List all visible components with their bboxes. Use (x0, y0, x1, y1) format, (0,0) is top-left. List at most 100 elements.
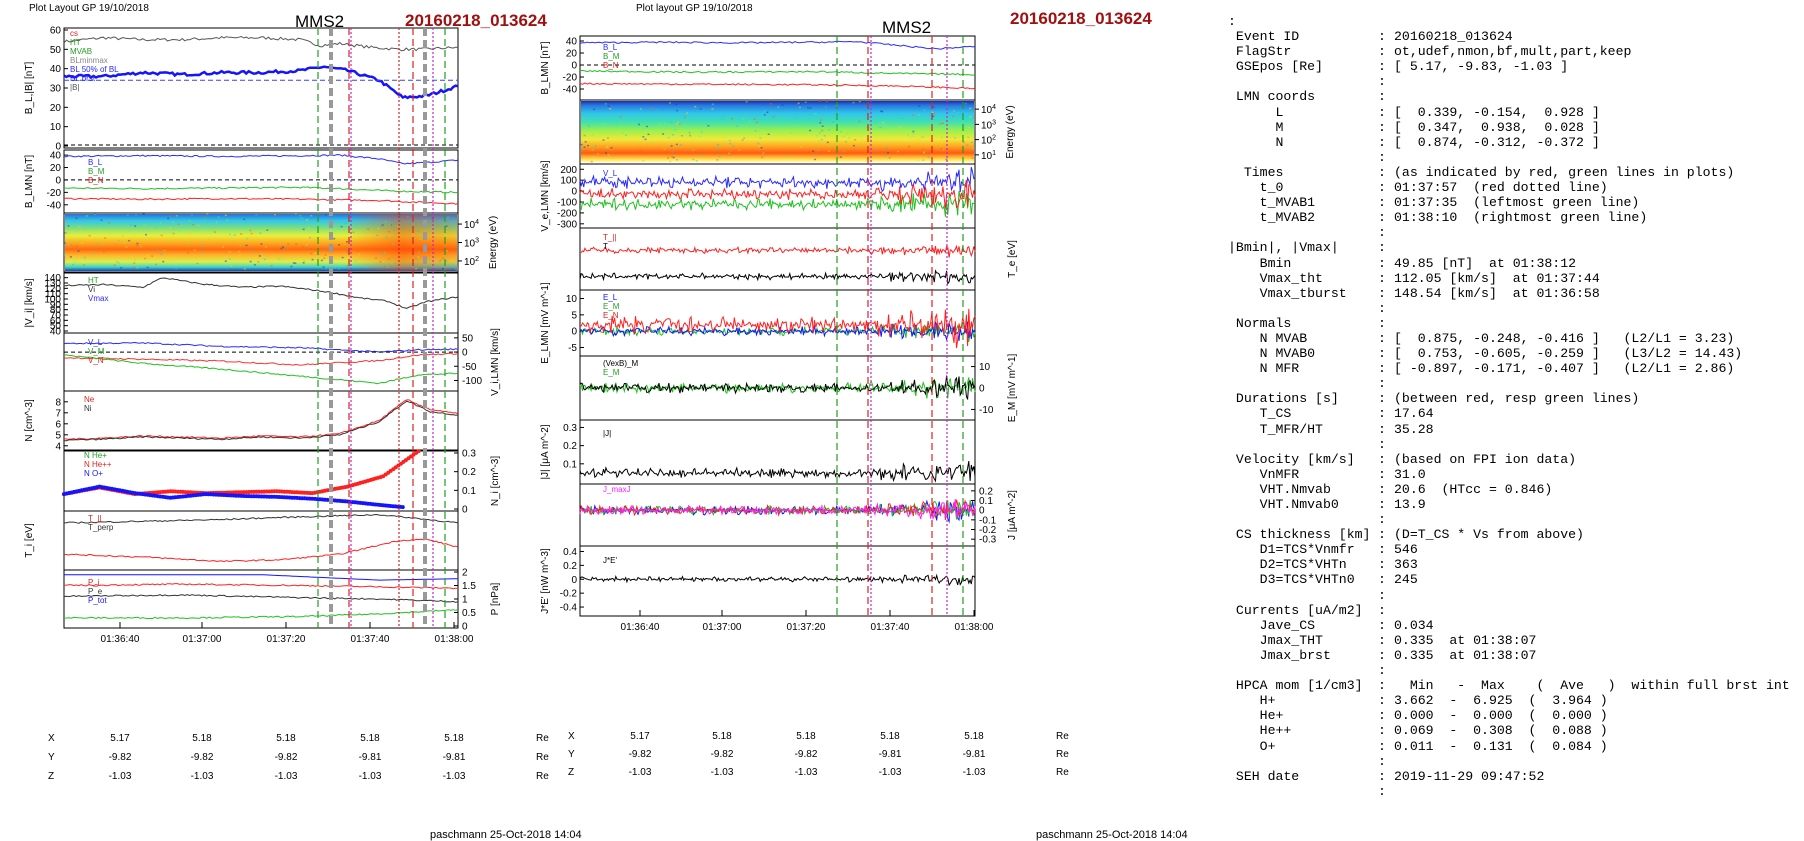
summary-row: Times: (as indicated by red, green lines … (1228, 165, 1790, 180)
left-spectrogram-pixel (352, 231, 355, 233)
left-spectrogram-pixel (148, 227, 151, 230)
right-ytick-label: 10 (979, 362, 991, 373)
right-spectrogram-pixel (669, 102, 671, 104)
summary-colon: : (1378, 346, 1386, 362)
left-spectrogram-pixel (320, 259, 323, 262)
left-spectrogram-pixel (334, 267, 337, 269)
left-spectrogram-pixel (418, 234, 421, 236)
left-spectrogram-pixel (134, 258, 137, 261)
left-spectrogram-pixel (136, 242, 139, 245)
left-spectrogram-pixel (245, 244, 248, 247)
left-legend-entry: P_i (88, 578, 100, 587)
right-time-tick-label: 01:36:40 (621, 622, 660, 633)
right-spectrogram-pixel (918, 114, 921, 116)
left-legend-entry: HT (70, 38, 81, 47)
summary-colon: : (1378, 512, 1386, 528)
right-spectrogram-pixel (932, 106, 935, 108)
summary-key (1228, 437, 1378, 452)
right-spectrogram-pixel (828, 145, 831, 147)
right-ytick-label: 0 (571, 327, 577, 338)
left-spectrogram-pixel (100, 262, 103, 265)
right-time-axis: 01:36:40 01:37:00 01:37:20 01:37:40 01:38:00 (621, 610, 994, 633)
right-panel-8: -0.3-0.2-0.100.10.2 J [μA m^-2] (579, 483, 1018, 547)
summary-key: LMN coords (1228, 89, 1316, 105)
left-spectrogram-pixel (162, 260, 165, 263)
left-spectrogram-pixel (310, 252, 313, 255)
left-spectrogram-pixel (311, 258, 314, 261)
right-spectrogram-pixel (898, 126, 901, 129)
left-energy-tick-label: 104 (464, 219, 479, 231)
right-spectrogram-pixel (923, 109, 926, 112)
summary-key (1228, 663, 1378, 678)
summary-colon: : (1378, 663, 1386, 679)
right-legend-entry: (VexB)_M (603, 359, 638, 368)
left-spectrogram-pixel (377, 227, 380, 230)
left-spectrogram-pixel (325, 267, 328, 270)
left-spectrogram-pixel (390, 261, 393, 264)
summary-row: Jmax_brst:0.335 at 01:38:07 (1228, 648, 1790, 663)
right-ephem-value: 5.18 (796, 731, 816, 742)
right-time-tick-label: 01:38:00 (955, 622, 994, 633)
right-spectrogram-pixel (818, 132, 821, 134)
right-spectrogram-pixel (799, 146, 802, 148)
right-spectrogram-pixel (650, 107, 653, 109)
left-spectrogram-pixel (404, 252, 407, 254)
left-legend-entry: N He++ (84, 460, 112, 469)
summary-row: T_CS:17.64 (1228, 406, 1790, 421)
right-ephem-unit: Re (1056, 731, 1069, 742)
left-spectrogram-pixel (167, 217, 170, 220)
left-ephem-value: -9.82 (109, 752, 132, 763)
summary-row: : (1228, 376, 1790, 391)
right-spectrogram-pixel (745, 101, 748, 103)
left-legend-entry: B_L (88, 158, 103, 167)
summary-key: N MVAB (1228, 330, 1308, 346)
right-spectrogram-pixel (884, 155, 887, 157)
left-ytick-label: 10 (50, 122, 62, 133)
left-series-v-n (63, 354, 459, 385)
right-ytick-label: 0.1 (563, 459, 577, 470)
right-spectrogram-pixel (670, 121, 673, 124)
right-spectrogram-pixel (699, 108, 702, 110)
summary-value: 35.28 (1394, 421, 1434, 437)
right-spectrogram-pixel (967, 136, 970, 138)
right-ylabel: V_e,LMN [km/s] (540, 160, 551, 231)
left-spectrogram-pixel (135, 214, 138, 216)
right-spectrogram-pixel (817, 149, 820, 151)
summary-colon: : (1378, 421, 1386, 437)
right-spectrogram-pixel (828, 128, 831, 130)
summary-key: VnMFR (1228, 466, 1300, 482)
left-spectrogram-pixel (175, 268, 178, 270)
left-spectrogram-pixel (306, 219, 309, 221)
summary-row: Bmin:49.85 [nT] at 01:38:12 (1228, 256, 1790, 271)
right-spectrogram-pixel (692, 149, 695, 151)
left-ylabel: N_i [cm^-3] (490, 456, 501, 506)
right-spectrogram-pixel (912, 132, 915, 134)
left-series-b-n (63, 197, 459, 205)
left-spectrogram-pixel (260, 243, 263, 245)
summary-value: [ 0.347, 0.938, 0.028 ] (1394, 119, 1600, 135)
left-ephem-unit: Re (536, 771, 549, 782)
left-spectrogram-pixel (140, 245, 142, 248)
left-ephem-value: -1.03 (109, 771, 132, 782)
summary-key: He++ (1228, 723, 1292, 739)
left-spectrogram-pixel (171, 221, 174, 223)
right-spectrogram-pixel (874, 120, 876, 123)
summary-row: Normals: (1228, 316, 1790, 331)
left-spectrogram-pixel (117, 239, 120, 242)
right-ytick-label: 10 (566, 294, 578, 305)
left-spectrogram-pixel (367, 228, 370, 230)
left-spectrogram-pixel (121, 234, 124, 237)
left-spectrogram-pixel (294, 262, 297, 264)
left-spectrogram-pixel (125, 246, 128, 248)
right-ylabel: J [μA m^-2] (1007, 490, 1018, 540)
right-spectrogram-pixel (649, 116, 651, 118)
left-spectrogram-pixel (177, 223, 180, 225)
summary-key: Jmax_THT (1228, 632, 1323, 648)
right-series--vexb-m (579, 375, 976, 400)
left-spectrogram-pixel (385, 236, 388, 239)
right-spectrogram-pixel (797, 102, 800, 105)
right-legend-entry: B_M (603, 52, 620, 61)
left-spectrogram-pixel (432, 252, 435, 255)
